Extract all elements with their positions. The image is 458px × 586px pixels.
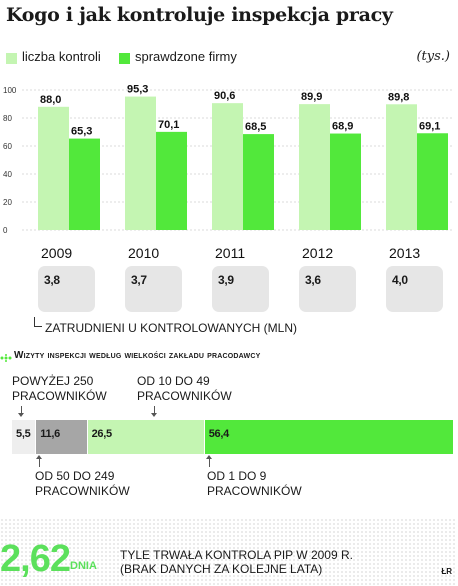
- arrow-up-icon: [206, 455, 212, 459]
- bar-value-label: 68,5: [245, 121, 266, 133]
- big-number: 2,62: [0, 538, 71, 580]
- bar-value-label: 65,3: [71, 126, 92, 138]
- footer-text-line2: (BRAK DANYCH ZA KOLEJNE LATA): [120, 562, 323, 576]
- x-tick-label: 2011: [215, 245, 245, 261]
- bar-firmy: [69, 138, 100, 230]
- pointer-from10: [154, 406, 155, 415]
- y-tick-label: 40: [3, 170, 12, 179]
- legend-label-firmy: sprawdzone firmy: [135, 49, 237, 64]
- x-tick-label: 2012: [302, 245, 333, 261]
- label-from1-line1: OD 1 DO 9: [207, 469, 267, 483]
- bar-kontroli: [212, 103, 243, 230]
- bar-value-label: 89,9: [301, 91, 322, 103]
- bar-firmy: [330, 133, 361, 230]
- label-over250: POWYŻEJ 250 PRACOWNIKÓW: [12, 374, 107, 404]
- bar-value-label: 95,3: [127, 84, 148, 96]
- arrow-up-icon: [36, 455, 42, 459]
- caption-hook: [34, 317, 42, 327]
- employees-box: 3,6: [299, 266, 356, 312]
- label-from10-line2: PRACOWNIKÓW: [137, 389, 232, 403]
- label-from10: OD 10 DO 49 PRACOWNIKÓW: [137, 374, 232, 404]
- big-number-unit: DNIA: [70, 560, 97, 572]
- y-tick-label: 80: [3, 114, 12, 123]
- stacked-segment: 5,5: [12, 420, 36, 454]
- label-from1: OD 1 DO 9 PRACOWNIKÓW: [207, 469, 302, 499]
- arrow-down-icon: [18, 413, 24, 417]
- x-tick-label: 2009: [41, 245, 72, 261]
- employees-value: 3,7: [131, 273, 147, 287]
- bar-kontroli: [38, 106, 69, 230]
- employees-value: 3,9: [218, 273, 234, 287]
- segment-value: 5,5: [16, 428, 31, 440]
- employees-caption: ZATRUDNIENI U KONTROLOWANYCH (MLN): [45, 321, 297, 335]
- chart-title: Kogo i jak kontroluje inspekcja pracy: [6, 4, 393, 26]
- label-from1-line2: PRACOWNIKÓW: [207, 484, 302, 498]
- pointer-from1: [209, 458, 210, 467]
- unit-label: (tys.): [416, 49, 450, 64]
- bar-kontroli: [299, 104, 330, 230]
- bar-value-label: 88,0: [40, 94, 61, 106]
- bar-kontroli: [125, 96, 156, 230]
- bar-value-label: 90,6: [214, 90, 235, 102]
- employees-box: 3,9: [212, 266, 269, 312]
- label-over250-line1: POWYŻEJ 250: [12, 374, 94, 388]
- pointer-from50: [39, 458, 40, 467]
- section-marker-icon: [0, 354, 12, 362]
- x-tick-label: 2010: [128, 245, 159, 261]
- footer-background: [1, 519, 455, 585]
- arrow-down-icon: [151, 413, 157, 417]
- bar-firmy: [417, 133, 448, 230]
- stacked-segment: 56,4: [204, 420, 453, 454]
- y-tick-label: 100: [3, 86, 17, 95]
- label-from50: OD 50 DO 249 PRACOWNIKÓW: [35, 469, 130, 499]
- stacked-segment: 26,5: [87, 420, 204, 454]
- label-from50-line2: PRACOWNIKÓW: [35, 484, 130, 498]
- bar-firmy: [156, 131, 187, 230]
- label-over250-line2: PRACOWNIKÓW: [12, 389, 107, 403]
- bar-value-label: 69,1: [419, 120, 440, 132]
- section-title: Wizyty inspekcji według wielkości zakład…: [14, 350, 261, 361]
- bar-kontroli: [386, 104, 417, 230]
- employees-box: 3,8: [38, 266, 95, 312]
- x-tick-label: 2013: [389, 245, 420, 261]
- y-tick-label: 60: [3, 142, 12, 151]
- legend-swatch-kontroli: [6, 53, 17, 64]
- employees-value: 4,0: [392, 273, 408, 287]
- employees-value: 3,6: [305, 273, 321, 287]
- bar-value-label: 89,8: [388, 91, 409, 103]
- bar-value-label: 70,1: [158, 119, 179, 131]
- footer-text-line1: TYLE TRWAŁA KONTROLA PIP W 2009 R.: [120, 548, 353, 562]
- employees-box: 3,7: [125, 266, 182, 312]
- footer-text: TYLE TRWAŁA KONTROLA PIP W 2009 R. (BRAK…: [120, 548, 353, 576]
- y-tick-label: 20: [3, 198, 12, 207]
- label-from10-line1: OD 10 DO 49: [137, 374, 210, 388]
- segment-value: 56,4: [208, 428, 230, 440]
- employees-value: 3,8: [44, 273, 60, 287]
- segment-value: 11,6: [40, 428, 60, 440]
- label-from50-line1: OD 50 DO 249: [35, 469, 115, 483]
- credit: ŁR: [441, 567, 452, 576]
- employees-box: 4,0: [386, 266, 443, 312]
- segment-value: 26,5: [91, 428, 113, 440]
- pointer-over250: [21, 406, 22, 415]
- stacked-segment: 11,6: [36, 420, 87, 454]
- legend-swatch-firmy: [119, 53, 130, 64]
- bar-firmy: [243, 134, 274, 230]
- y-tick-label: 0: [3, 226, 8, 235]
- bar-chart: 0 20 40 60 80 100 88,0 65,3 2009 95,3 70,1 2010 90,6…: [3, 84, 452, 261]
- legend-label-kontroli: liczba kontroli: [22, 49, 101, 64]
- bar-value-label: 68,9: [332, 121, 353, 133]
